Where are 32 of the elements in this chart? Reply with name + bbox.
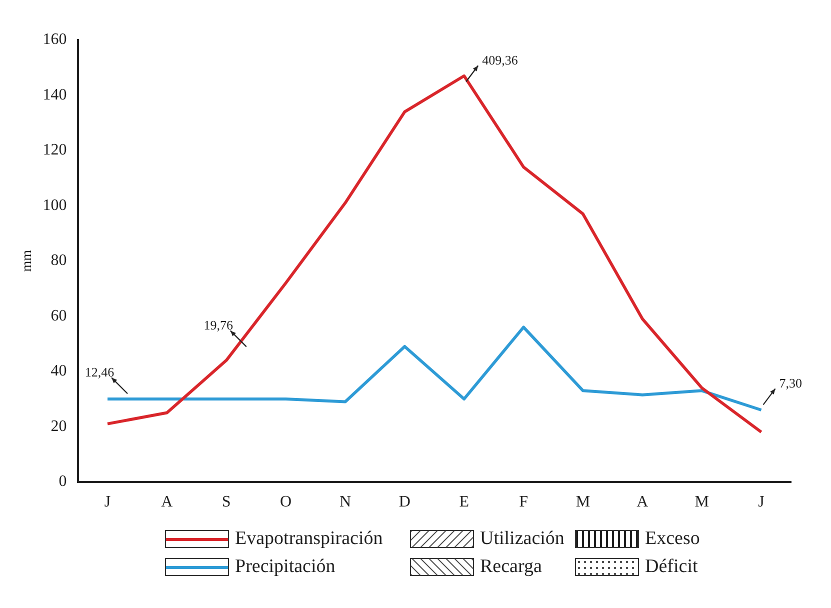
text: Utilización bbox=[480, 528, 564, 550]
y-tick-label: 0 bbox=[58, 473, 67, 490]
legend-label: Evapotranspiración bbox=[235, 528, 383, 550]
x-tick-label: M bbox=[576, 494, 590, 511]
annotation: 409,36 bbox=[482, 52, 518, 68]
annotation: 7,30 bbox=[779, 376, 802, 391]
y-tick-label: 100 bbox=[42, 196, 67, 214]
y-tick-label: 140 bbox=[42, 86, 67, 104]
x-tick-label: A bbox=[636, 494, 649, 511]
y-tick-label: 20 bbox=[50, 418, 67, 435]
x-tick-label: J bbox=[104, 494, 111, 511]
legend-label: Precipitación bbox=[235, 556, 336, 578]
x-tick-label: E bbox=[459, 494, 470, 511]
x-tick-label: O bbox=[280, 494, 292, 511]
y-tick-label: 160 bbox=[42, 31, 67, 48]
y-tick-label: 120 bbox=[42, 142, 67, 159]
annotation: 12,46 bbox=[84, 364, 115, 380]
text: Déficit bbox=[645, 556, 698, 578]
x-tick-label: D bbox=[398, 494, 410, 511]
y-tick-label: 80 bbox=[50, 252, 67, 270]
x-tick-label: F bbox=[519, 494, 528, 511]
x-tick-label: J bbox=[758, 494, 764, 511]
y-tick-label: 60 bbox=[50, 307, 67, 324]
x-tick-label: A bbox=[161, 494, 174, 511]
x-tick-label: M bbox=[694, 494, 709, 511]
x-tick-label: N bbox=[339, 494, 352, 511]
annotation: 19,76 bbox=[204, 318, 234, 333]
y-axis-title: mm bbox=[20, 250, 36, 272]
x-tick-label: S bbox=[222, 494, 231, 511]
y-tick-label: 40 bbox=[50, 362, 67, 380]
text: Exceso bbox=[645, 528, 700, 550]
text: Recarga bbox=[480, 556, 542, 578]
